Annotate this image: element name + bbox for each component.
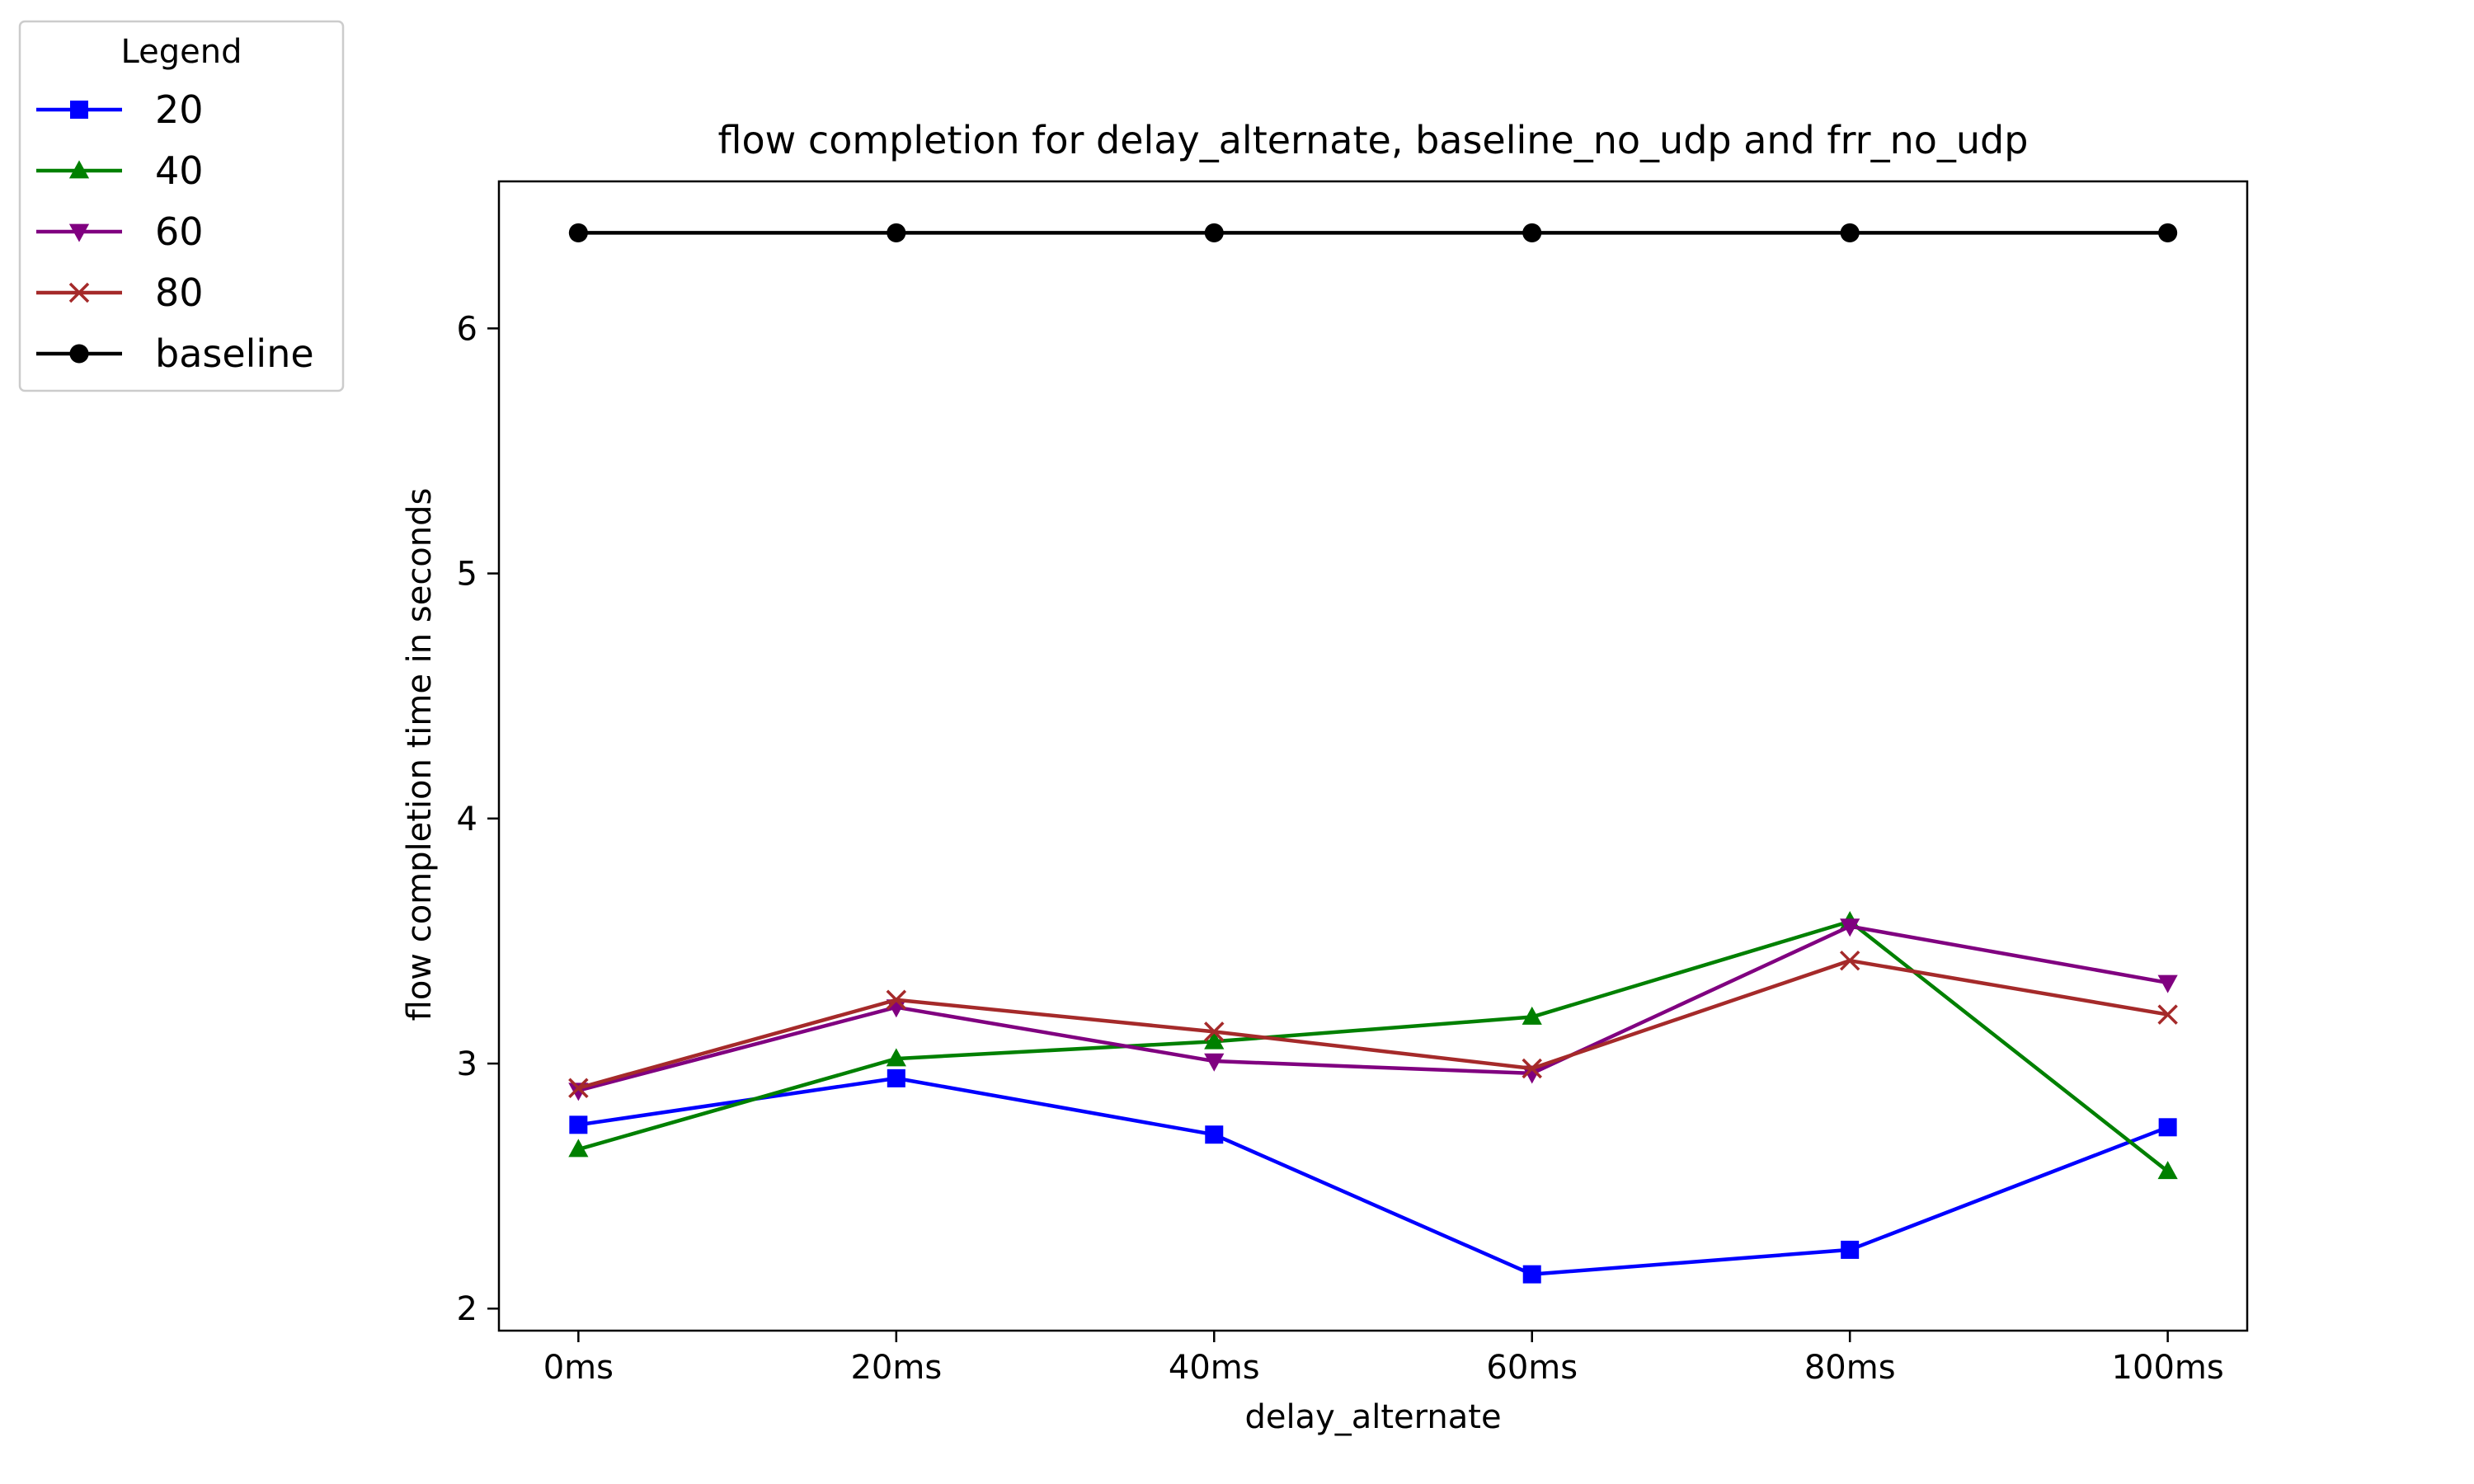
chart-title: flow completion for delay_alternate, bas… — [718, 118, 2029, 162]
data-point — [568, 1139, 589, 1158]
plot-frame — [497, 180, 2249, 1332]
legend-marker — [69, 344, 89, 364]
legend-entry-20: 20 — [36, 87, 204, 132]
series-line — [578, 1076, 2169, 1276]
axis-ticks: 0ms 20ms 40ms 60ms 80ms 100ms 2 3 4 5 6 — [457, 310, 2224, 1387]
legend-entry-60: 60 — [36, 209, 204, 254]
data-point — [1840, 223, 1860, 242]
legend-label: 20 — [155, 87, 204, 132]
legend-marker — [70, 101, 88, 119]
series-line — [577, 924, 2169, 1092]
x-tick-label: 80ms — [1804, 1349, 1896, 1387]
data-point — [887, 1068, 905, 1087]
y-tick-label: 2 — [457, 1290, 477, 1328]
data-point — [569, 1115, 588, 1134]
legend-entry-baseline: baseline — [36, 331, 314, 376]
x-tick-label: 0ms — [543, 1349, 614, 1387]
data-point — [2158, 223, 2178, 242]
data-point — [568, 223, 588, 242]
x-axis-label: delay_alternate — [1244, 1398, 1501, 1436]
data-point — [886, 1048, 906, 1067]
data-point — [1522, 1058, 1542, 1079]
x-tick-label: 40ms — [1169, 1349, 1260, 1387]
y-tick-label: 6 — [457, 310, 477, 348]
series-baseline — [568, 223, 2178, 242]
legend-title: Legend — [121, 33, 242, 71]
data-point — [2157, 974, 2178, 993]
legend-marker — [68, 160, 90, 179]
legend-label: baseline — [155, 331, 314, 376]
series-80 — [568, 950, 2178, 1098]
data-point — [1841, 1240, 1860, 1259]
data-point — [1839, 950, 1860, 971]
series-20 — [569, 1068, 2177, 1284]
data-point — [1205, 1125, 1224, 1144]
y-tick-label: 3 — [457, 1045, 477, 1083]
data-point — [568, 1078, 589, 1098]
data-point — [1522, 1006, 1542, 1025]
data-point — [2157, 1161, 2178, 1180]
data-point — [1840, 918, 1860, 937]
y-axis-label: flow completion time in seconds — [401, 488, 439, 1021]
data-point — [1522, 1265, 1541, 1284]
data-point — [887, 223, 906, 242]
x-tick-label: 20ms — [850, 1349, 942, 1387]
legend: Legend 20 40 60 80 baseline — [18, 20, 345, 392]
legend-box — [18, 20, 345, 392]
series-line — [577, 958, 2169, 1090]
data-point — [1522, 1065, 1542, 1084]
data-point — [1204, 1053, 1225, 1072]
data-point — [886, 989, 907, 1010]
data-point — [1522, 223, 1542, 242]
x-tick-label: 60ms — [1486, 1349, 1578, 1387]
legend-marker — [68, 223, 90, 242]
legend-label: 60 — [155, 209, 204, 254]
y-tick-label: 5 — [457, 556, 477, 594]
y-tick-label: 4 — [457, 801, 477, 838]
legend-entry-40: 40 — [36, 148, 204, 193]
legend-entry-80: 80 — [36, 270, 204, 315]
data-point — [2158, 1118, 2177, 1137]
legend-label: 40 — [155, 148, 204, 193]
series-line — [577, 919, 2170, 1173]
data-point — [1204, 223, 1224, 242]
data-point — [2157, 1004, 2178, 1025]
legend-label: 80 — [155, 270, 204, 315]
data-point — [1204, 1021, 1225, 1042]
data-point — [1204, 1031, 1225, 1050]
x-tick-label: 100ms — [2112, 1349, 2224, 1387]
legend-marker — [68, 282, 90, 303]
series-layer — [568, 223, 2178, 1284]
